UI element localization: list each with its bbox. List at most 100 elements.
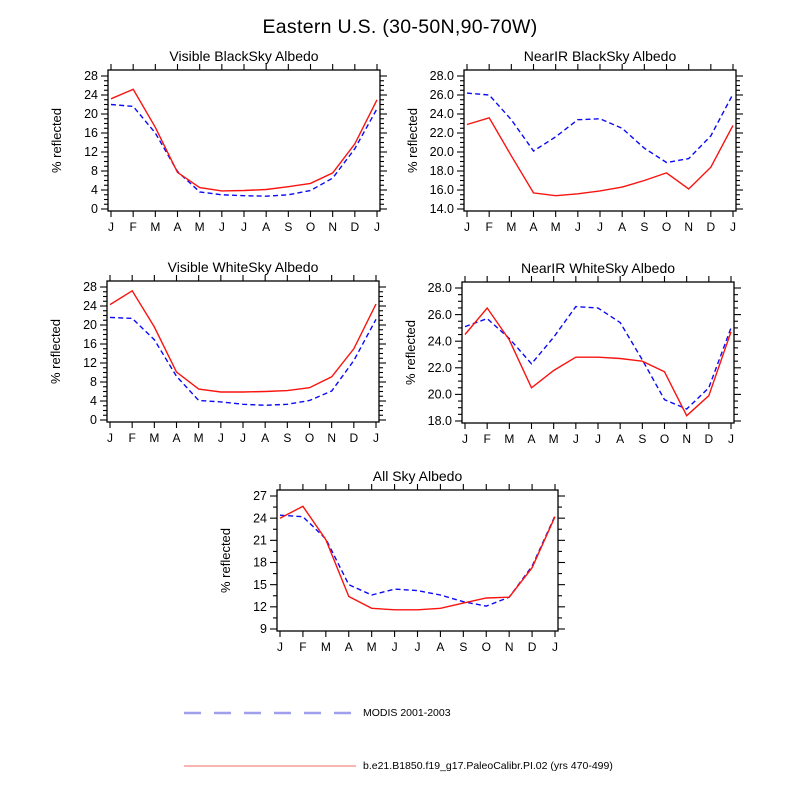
y-tick-label: 16 bbox=[84, 126, 98, 140]
figure-title: Eastern U.S. (30-50N,90-70W) bbox=[262, 16, 538, 38]
x-tick-label: J bbox=[730, 220, 736, 234]
x-tick-label: O bbox=[660, 432, 669, 446]
x-tick-label: S bbox=[638, 432, 646, 446]
y-tick-label: 24 bbox=[84, 88, 98, 102]
x-tick-label: M bbox=[194, 431, 204, 445]
series-modis-line bbox=[464, 305, 732, 410]
x-tick-label: N bbox=[684, 220, 693, 234]
x-tick-label: F bbox=[128, 431, 135, 445]
axis-labels: 14.016.018.020.022.024.026.028.0J F M A M J J A… bbox=[430, 69, 736, 234]
y-tick-label: 18.0 bbox=[428, 414, 452, 428]
axes-ticks bbox=[101, 64, 387, 217]
y-tick-label: 12 bbox=[84, 145, 98, 159]
x-tick-label: D bbox=[704, 432, 713, 446]
x-tick-label: J bbox=[415, 640, 421, 654]
y-tick-label: 28.0 bbox=[430, 69, 454, 83]
axes-ticks bbox=[457, 64, 743, 217]
x-tick-label: J bbox=[277, 640, 283, 654]
x-tick-label: J bbox=[107, 431, 113, 445]
x-tick-label: O bbox=[306, 220, 315, 234]
x-tick-label: J bbox=[552, 640, 558, 654]
x-tick-label: J bbox=[595, 432, 601, 446]
x-tick-label: A bbox=[616, 432, 624, 446]
x-tick-label: S bbox=[283, 431, 291, 445]
y-tick-label: 16.0 bbox=[430, 183, 454, 197]
y-axis-label: % reflected bbox=[403, 320, 418, 385]
y-tick-label: 4 bbox=[90, 394, 97, 408]
plot-frame bbox=[106, 280, 380, 423]
x-tick-label: A bbox=[436, 640, 444, 654]
x-tick-label: J bbox=[218, 431, 224, 445]
x-tick-label: A bbox=[173, 220, 181, 234]
chart-svg: 18.020.022.024.026.028.0J F M A M J J A S O N D JNea… bbox=[403, 260, 741, 446]
x-tick-label: M bbox=[321, 640, 331, 654]
axes-ticks bbox=[270, 484, 565, 637]
x-tick-label: D bbox=[706, 220, 715, 234]
chart-title: NearIR WhiteSky Albedo bbox=[521, 260, 675, 276]
x-tick-label: O bbox=[305, 431, 314, 445]
x-tick-label: S bbox=[459, 640, 467, 654]
x-tick-label: A bbox=[172, 431, 180, 445]
y-tick-label: 16 bbox=[83, 337, 97, 351]
chart-title: Visible WhiteSky Albedo bbox=[168, 259, 319, 275]
y-tick-label: 26.0 bbox=[430, 88, 454, 102]
x-tick-label: O bbox=[482, 640, 491, 654]
y-tick-label: 22.0 bbox=[430, 126, 454, 140]
x-tick-label: M bbox=[195, 220, 205, 234]
x-tick-label: A bbox=[527, 432, 535, 446]
x-tick-label: A bbox=[262, 220, 270, 234]
y-axis-label: % reflected bbox=[405, 108, 420, 173]
y-tick-label: 28.0 bbox=[428, 281, 452, 295]
legend-line-dashed bbox=[184, 711, 356, 715]
x-tick-label: A bbox=[618, 220, 626, 234]
y-tick-label: 20.0 bbox=[430, 145, 454, 159]
x-tick-label: J bbox=[240, 431, 246, 445]
legend-item-model: b.e21.B1850.f19_g17.PaleoCalibr.PI.02 (y… bbox=[183, 759, 613, 773]
x-tick-label: M bbox=[504, 432, 514, 446]
chart-nearir-blacksky-albedo: 14.0 16.0 18.0 20.0 22.0 24.0 26.0 28.0 J F M A M J J A… bbox=[404, 48, 750, 249]
y-axis-label: % reflected bbox=[218, 528, 233, 593]
y-tick-label: 24.0 bbox=[428, 334, 452, 348]
x-tick-label: N bbox=[682, 432, 691, 446]
x-tick-label: M bbox=[551, 220, 561, 234]
x-tick-label: J bbox=[373, 431, 379, 445]
y-tick-label: 18.0 bbox=[430, 164, 454, 178]
x-tick-label: F bbox=[129, 220, 136, 234]
x-tick-label: S bbox=[284, 220, 292, 234]
y-tick-label: 28 bbox=[84, 69, 98, 83]
x-tick-label: J bbox=[728, 432, 734, 446]
y-tick-label: 12 bbox=[83, 356, 97, 370]
x-tick-label: D bbox=[350, 220, 359, 234]
x-tick-label: M bbox=[367, 640, 377, 654]
plot-frame bbox=[463, 69, 737, 212]
chart-visible-whitesky-albedo: 0 4 8 12 16 20 24 28 J F M A M J J A S O N D J Visible WhiteS… bbox=[47, 259, 393, 460]
x-tick-label: F bbox=[485, 220, 492, 234]
axis-labels: 18.020.022.024.026.028.0J F M A M J J A S O N D J bbox=[428, 281, 734, 446]
y-tick-label: 24.0 bbox=[430, 107, 454, 121]
y-tick-label: 8 bbox=[91, 164, 98, 178]
x-tick-label: S bbox=[640, 220, 648, 234]
legend-item-modis: MODIS 2001-2003 bbox=[183, 706, 451, 720]
chart-allsky-albedo: 9 12 15 18 21 24 27 J F M A M J J A S O N D J All Sky Albedo… bbox=[217, 468, 572, 669]
x-tick-label: A bbox=[529, 220, 537, 234]
series-modis-line bbox=[109, 316, 377, 407]
y-tick-label: 26.0 bbox=[428, 308, 452, 322]
x-tick-label: J bbox=[464, 220, 470, 234]
x-tick-label: J bbox=[597, 220, 603, 234]
x-tick-label: N bbox=[328, 220, 337, 234]
x-tick-label: J bbox=[392, 640, 398, 654]
y-axis-label: % reflected bbox=[48, 319, 63, 384]
x-tick-label: N bbox=[505, 640, 514, 654]
y-tick-label: 22.0 bbox=[428, 361, 452, 375]
legend-label-model: b.e21.B1850.f19_g17.PaleoCalibr.PI.02 (y… bbox=[363, 760, 613, 772]
y-axis-label: % reflected bbox=[49, 108, 64, 173]
legend-line-solid bbox=[184, 765, 356, 767]
y-tick-label: 20.0 bbox=[428, 388, 452, 402]
y-tick-label: 0 bbox=[90, 413, 97, 427]
series-model-line bbox=[109, 289, 377, 393]
chart-title: Visible BlackSky Albedo bbox=[169, 48, 318, 64]
y-tick-label: 8 bbox=[90, 375, 97, 389]
